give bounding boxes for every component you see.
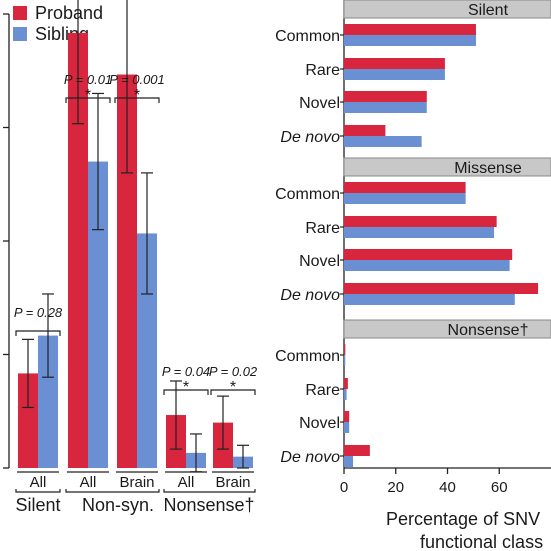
category-label: De novo <box>280 129 340 146</box>
hbar-proband <box>344 182 466 193</box>
right-bar-chart: Silent Common Rare Novel De novo Missense Comm… <box>275 0 551 551</box>
hbar-sibling <box>344 355 346 366</box>
significance-bracket <box>65 97 111 103</box>
hbar-sibling <box>344 193 466 204</box>
bar-sibling <box>137 233 157 468</box>
x-tick-label: 40 <box>439 479 456 496</box>
hbar-proband <box>344 445 370 456</box>
x-axis-label: Percentage of SNV <box>386 509 540 529</box>
category-label: Common <box>275 186 340 203</box>
hbar-proband <box>344 91 427 102</box>
hbar-proband <box>344 411 350 422</box>
hbar-proband <box>344 283 539 294</box>
significance-bracket <box>114 97 160 103</box>
hbar-proband <box>344 378 348 389</box>
hbar-proband <box>344 58 445 69</box>
legend-label-proband: Proband <box>35 3 103 23</box>
category-label: Rare <box>305 62 340 79</box>
hbar-sibling <box>344 102 427 113</box>
bar-proband <box>18 373 38 468</box>
legend-swatch-sibling <box>13 27 27 41</box>
panel-title: Nonsense† <box>448 322 529 339</box>
group-bracket <box>163 489 256 493</box>
hbar-sibling <box>344 35 476 46</box>
significance-star: * <box>85 87 91 104</box>
x-tick-label: 20 <box>387 479 404 496</box>
panel-header <box>343 157 551 177</box>
panel-header <box>343 0 551 19</box>
bar-sibling <box>88 161 108 469</box>
hbar-sibling <box>344 69 445 80</box>
hbar-sibling <box>344 227 495 238</box>
p-value-label: P = 0.04 <box>162 364 210 379</box>
significance-star: * <box>134 87 140 104</box>
significance-bracket <box>15 330 61 336</box>
category-label: De novo <box>280 449 340 466</box>
p-value-label: P = 0.28 <box>14 305 63 320</box>
hbar-sibling <box>344 389 347 400</box>
category-label: Common <box>275 348 340 365</box>
p-value-label: P = 0.02 <box>209 364 258 379</box>
significance-star: * <box>183 379 189 396</box>
subcategory-label: All <box>178 474 195 491</box>
group-bracket <box>15 489 61 493</box>
legend-swatch-proband <box>13 6 27 20</box>
panel-header <box>343 319 551 339</box>
hbar-sibling <box>344 456 354 467</box>
p-value-label: P = 0.001 <box>109 72 165 87</box>
group-label: Non-syn. <box>82 495 154 515</box>
panel-title: Silent <box>468 2 509 19</box>
subcategory-label: Brain <box>215 474 250 491</box>
hbar-sibling <box>344 294 515 305</box>
bar-sibling <box>38 335 58 468</box>
hbar-sibling <box>344 136 422 147</box>
category-label: Novel <box>299 95 340 112</box>
category-label: Rare <box>305 220 340 237</box>
category-label: Novel <box>299 415 340 432</box>
hbar-proband <box>344 344 346 355</box>
subcategory-label: All <box>80 474 97 491</box>
significance-bracket <box>210 389 256 395</box>
x-axis-label: functional class <box>420 532 543 551</box>
hbar-proband <box>344 249 513 260</box>
group-label: Nonsense† <box>163 495 254 515</box>
bar-proband <box>68 32 88 469</box>
hbar-sibling <box>344 260 510 271</box>
panel-title: Missense <box>454 160 522 177</box>
subcategory-label: Brain <box>119 474 154 491</box>
x-tick-label: 60 <box>491 479 508 496</box>
category-label: Common <box>275 28 340 45</box>
category-label: Novel <box>299 253 340 270</box>
significance-star: * <box>230 379 236 396</box>
hbar-proband <box>344 24 476 35</box>
p-value-label: P = 0.01 <box>64 72 112 87</box>
significance-bracket <box>163 389 209 395</box>
hbar-proband <box>344 125 386 136</box>
group-label: Silent <box>15 495 60 515</box>
hbar-proband <box>344 216 497 227</box>
group-bracket <box>65 489 160 493</box>
subcategory-label: All <box>30 474 47 491</box>
x-tick-label: 0 <box>340 479 348 496</box>
hbar-sibling <box>344 422 350 433</box>
category-label: De novo <box>280 287 340 304</box>
category-label: Rare <box>305 382 340 399</box>
